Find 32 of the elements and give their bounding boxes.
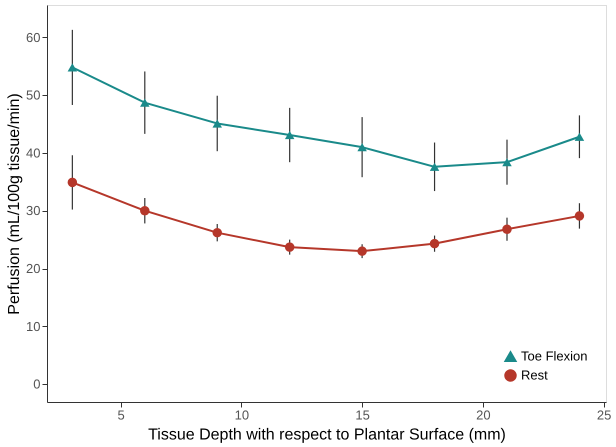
y-tick-label: 30: [26, 203, 40, 218]
y-tick-label: 0: [33, 376, 40, 392]
y-tick-label: 60: [26, 30, 40, 45]
point: [284, 242, 294, 252]
x-tick-label: 10: [234, 408, 250, 422]
x-tick-label: 15: [355, 408, 370, 422]
point: [212, 228, 222, 238]
point: [357, 143, 367, 152]
legend-label: Rest: [521, 368, 548, 382]
x-tick-label: 5: [118, 408, 125, 422]
point: [140, 98, 150, 107]
point: [430, 238, 440, 248]
point: [140, 206, 150, 216]
x-tick-label: 25: [596, 408, 612, 422]
point: [284, 130, 294, 140]
point: [68, 63, 78, 72]
point: [502, 158, 512, 166]
point: [430, 162, 440, 171]
y-tick-label: 20: [26, 261, 40, 276]
x-axis-title: Tissue Depth with respect to Plantar Surface (mm): [148, 426, 506, 444]
point: [574, 211, 584, 221]
point: [68, 178, 78, 188]
y-tick-label: 50: [26, 88, 40, 103]
x-tick-label: 20: [476, 408, 491, 422]
point: [357, 246, 367, 256]
point: [502, 224, 512, 234]
legend-label: Toe Flexion: [521, 348, 588, 364]
y-tick-label: 10: [26, 318, 40, 334]
y-axis-title: Perfusion (mL/100g tissue/min): [6, 93, 24, 315]
y-tick-label: 40: [26, 145, 40, 160]
point: [212, 119, 222, 128]
point: [574, 132, 584, 141]
